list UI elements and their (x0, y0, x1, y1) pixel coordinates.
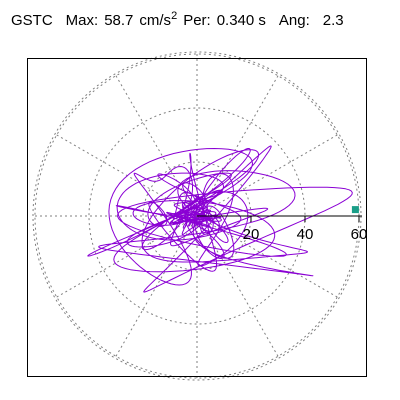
grid-spoke-210 (54, 215, 198, 299)
station-code: GSTC (11, 12, 53, 29)
grid-spoke-60 (196, 73, 280, 217)
angle-value: 2.3 (322, 12, 344, 29)
peak-marker-group (351, 206, 359, 214)
grid-spoke-30 (196, 133, 340, 217)
radial-tick-label-60: 60 (351, 226, 368, 243)
max-unit: cm/s2 (139, 10, 178, 30)
radial-axis: 20 40 60 (197, 215, 368, 243)
max-unit-base: cm/s (139, 12, 172, 29)
grid-spoke-150 (54, 133, 198, 217)
radial-tick-label-20: 20 (243, 226, 260, 243)
period-label: Per: (183, 12, 211, 29)
period-value: 0.340 s (216, 12, 266, 29)
chart-header: GSTC Max: 58.7 cm/s2 Per: 0.340 s Ang: 2.3 (11, 10, 344, 38)
motion-trace-group (87, 145, 353, 293)
angle-label: Ang: (278, 12, 310, 29)
grid-spoke-120 (114, 73, 198, 217)
max-value: 58.7 (104, 12, 134, 29)
max-unit-exponent: 2 (171, 10, 178, 22)
max-label: Max: (65, 12, 99, 29)
peak-marker (351, 206, 359, 214)
motion-trace (87, 145, 353, 293)
radial-tick-label-40: 40 (297, 226, 314, 243)
plot-frame (27, 58, 367, 377)
grid-spoke-300 (196, 215, 280, 359)
